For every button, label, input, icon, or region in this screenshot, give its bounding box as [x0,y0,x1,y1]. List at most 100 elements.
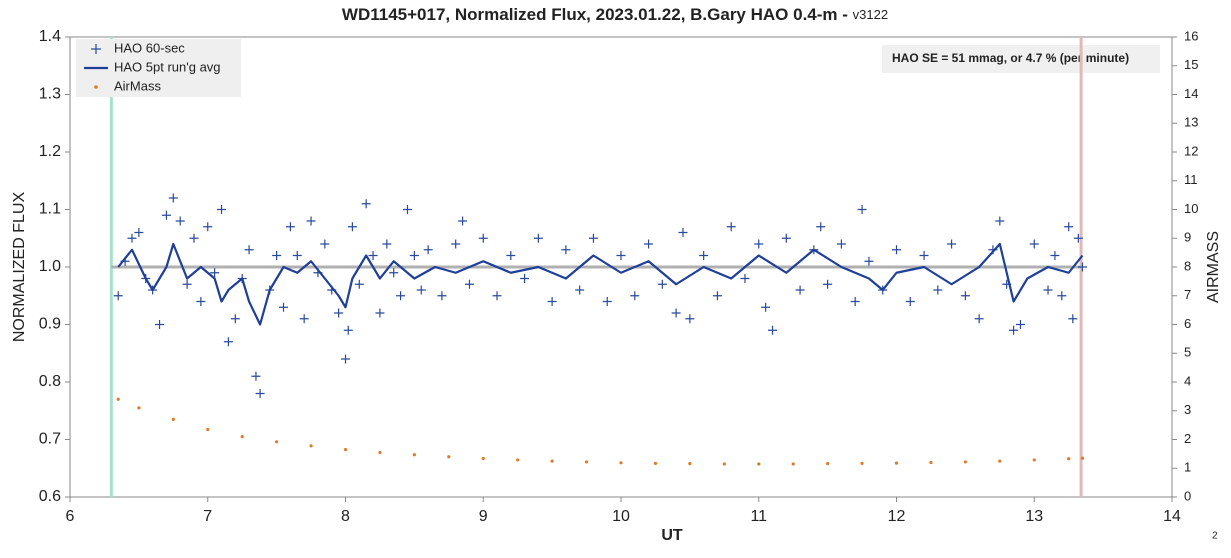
airmass-point [998,459,1002,463]
airmass-point [240,435,244,439]
chart-title: WD1145+017, Normalized Flux, 2023.01.22,… [342,5,888,24]
data-point [1043,285,1053,295]
data-point [974,314,984,324]
data-point [933,285,943,295]
legend-symbol [94,85,98,89]
airmass-point [412,453,416,457]
data-point [127,233,137,243]
data-point [740,274,750,283]
airmass-point [619,461,623,465]
data-point [210,268,220,278]
airmass-point [1067,457,1071,461]
data-point [795,285,805,295]
legend-label: HAO 60-sec [114,40,185,55]
data-point [561,245,571,255]
x-tick-label: 14 [1163,508,1181,525]
data-point [850,297,860,306]
data-point [678,228,688,237]
airmass-point [550,459,554,463]
data-point [134,228,144,237]
data-point [299,314,309,324]
y2-tick-label: 0 [1184,488,1191,503]
y2-tick-label: 3 [1184,402,1191,417]
y2-tick-label: 11 [1184,172,1198,187]
airmass-point [275,440,279,444]
data-point [423,245,433,255]
legend-label: HAO 5pt run'g avg [114,59,221,74]
y-tick-label: 0.6 [39,488,61,505]
data-point [630,291,640,301]
data-point [754,239,764,249]
airmass-point [116,397,120,401]
y-tick-label: 1.3 [39,86,61,103]
data-point [995,216,1005,226]
x-tick-label: 12 [888,508,906,525]
y2-tick-label: 14 [1184,86,1198,101]
data-point [368,251,378,260]
data-point [919,251,929,260]
airmass-point [894,461,899,465]
data-point [671,308,681,318]
data-point [361,199,371,209]
data-point [712,291,722,301]
x-tick-label: 10 [612,508,630,525]
data-point [533,233,543,243]
y-tick-label: 0.9 [39,316,61,333]
data-point [960,291,970,301]
data-point [375,308,385,318]
data-point [354,279,364,289]
data-point [506,251,516,260]
data-point [203,222,213,232]
data-point [699,251,709,260]
y-tick-label: 1.1 [39,201,61,218]
x-tick-label: 8 [341,508,350,525]
data-point [726,222,736,232]
data-point [616,251,626,260]
data-point [409,251,419,260]
y2-tick-label: 4 [1184,373,1191,388]
y-tick-label: 0.8 [39,373,61,390]
y-axis-label: NORMALIZED FLUX [11,192,28,343]
data-point [113,291,123,301]
data-point [864,256,874,266]
data-point [230,314,240,324]
y2-tick-label: 12 [1184,143,1198,158]
data-point [781,233,791,243]
data-point [892,245,901,255]
airmass-point [481,456,485,461]
x-axis-label: UT [661,527,683,544]
data-point [334,308,344,318]
data-point [1029,239,1039,249]
data-point [1064,222,1074,232]
data-point [458,216,468,226]
airmass-point [688,462,692,466]
data-point [1050,251,1060,260]
airmass-point [137,406,141,410]
data-point [396,291,406,301]
y2-tick-label: 8 [1184,258,1191,273]
title-main: WD1145+017, Normalized Flux, 2023.01.22,… [342,5,853,24]
x-tick-label: 11 [750,508,767,525]
data-point [223,337,233,347]
data-point [279,302,289,312]
data-point [644,239,654,249]
airmass-point [722,462,726,466]
data-point [451,239,461,249]
data-point [347,222,357,232]
data-point [836,239,846,249]
data-point [217,205,227,214]
data-point [341,354,350,364]
data-point [823,279,833,289]
airmass-point [584,460,589,464]
data-point [657,279,667,289]
airmass-point [206,427,210,432]
data-point [1073,233,1083,243]
airmass-point [653,461,658,465]
data-point [1009,325,1019,335]
y-tick-label: 1.2 [39,143,61,160]
data-point [575,285,585,295]
airmass-point [929,460,933,465]
data-point [306,216,316,226]
annotation: HAO SE = 51 mmag, or 4.7 % (per minute) [892,51,1129,65]
